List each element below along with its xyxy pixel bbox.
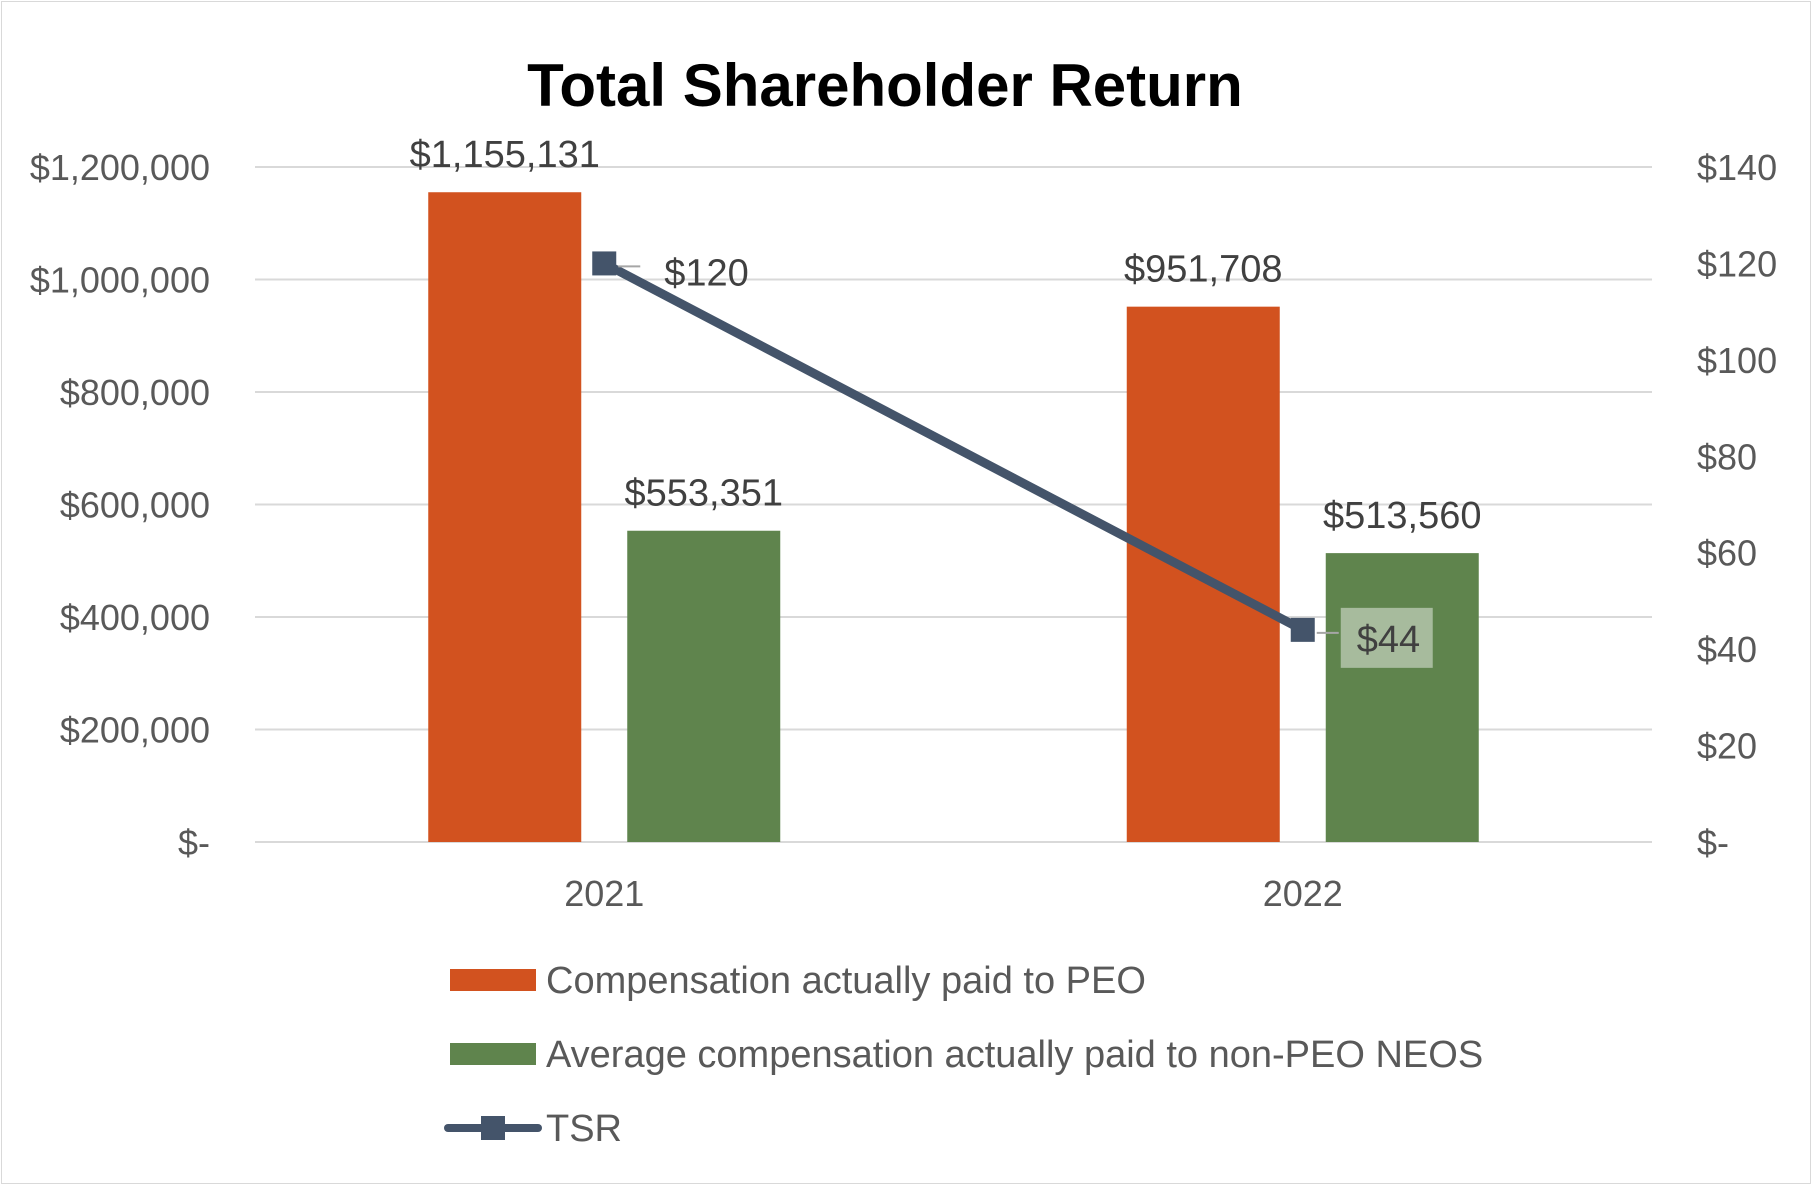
left-tick-label: $1,200,000 <box>30 147 210 188</box>
right-tick-label: $100 <box>1697 340 1777 381</box>
legend-item: Average compensation actually paid to no… <box>450 1034 1483 1076</box>
legend-marker <box>481 1116 505 1140</box>
right-axis-ticks: $- $20 $40 $60 $80 $100 $120 $140 <box>1697 147 1777 863</box>
left-tick-label: $- <box>178 822 210 863</box>
legend-swatch <box>450 969 536 991</box>
legend-item: TSR <box>444 1108 622 1150</box>
legend-label: TSR <box>546 1108 622 1150</box>
tsr-value-label: $44 <box>1357 619 1420 661</box>
tsr-line <box>602 259 1305 634</box>
right-tick-label: $- <box>1697 822 1729 863</box>
legend-label: Average compensation actually paid to no… <box>546 1034 1483 1076</box>
bars <box>428 192 1479 842</box>
left-tick-label: $200,000 <box>60 710 210 751</box>
right-tick-label: $20 <box>1697 726 1757 767</box>
bar-value-label: $951,708 <box>1124 249 1283 291</box>
bar <box>1325 553 1479 842</box>
legend-item: Compensation actually paid to PEO <box>450 960 1146 1002</box>
left-tick-label: $1,000,000 <box>30 260 210 301</box>
legend-swatch <box>450 1043 536 1065</box>
x-tick-label: 2021 <box>564 873 644 914</box>
left-axis-ticks: $- $200,000 $400,000 $600,000 $800,000 $1,000… <box>30 147 210 863</box>
left-tick-label: $800,000 <box>60 372 210 413</box>
left-tick-label: $600,000 <box>60 485 210 526</box>
bar-data-labels: $1,155,131 $553,351 $951,708 $513,560 <box>410 134 1482 537</box>
right-tick-label: $60 <box>1697 533 1757 574</box>
bar <box>627 530 781 842</box>
bar <box>428 192 582 842</box>
tsr-series: $120 $44 <box>592 251 1433 668</box>
x-tick-label: 2022 <box>1263 873 1343 914</box>
right-tick-label: $140 <box>1697 147 1777 188</box>
legend-label: Compensation actually paid to PEO <box>546 960 1146 1002</box>
tsr-marker <box>1290 617 1315 642</box>
bar-value-label: $1,155,131 <box>410 134 600 176</box>
bar-value-label: $553,351 <box>625 473 784 515</box>
right-tick-label: $120 <box>1697 243 1777 284</box>
right-tick-label: $40 <box>1697 629 1757 670</box>
legend: Compensation actually paid to PEO Average… <box>444 960 1483 1150</box>
x-axis-ticks: 2021 2022 <box>564 873 1343 914</box>
tsr-marker <box>592 251 617 276</box>
left-tick-label: $400,000 <box>60 597 210 638</box>
chart-title: Total Shareholder Return <box>527 52 1243 119</box>
tsr-value-label: $120 <box>664 252 749 294</box>
tsr-label-background <box>1340 607 1433 668</box>
right-tick-label: $80 <box>1697 436 1757 477</box>
bar-value-label: $513,560 <box>1323 495 1482 537</box>
